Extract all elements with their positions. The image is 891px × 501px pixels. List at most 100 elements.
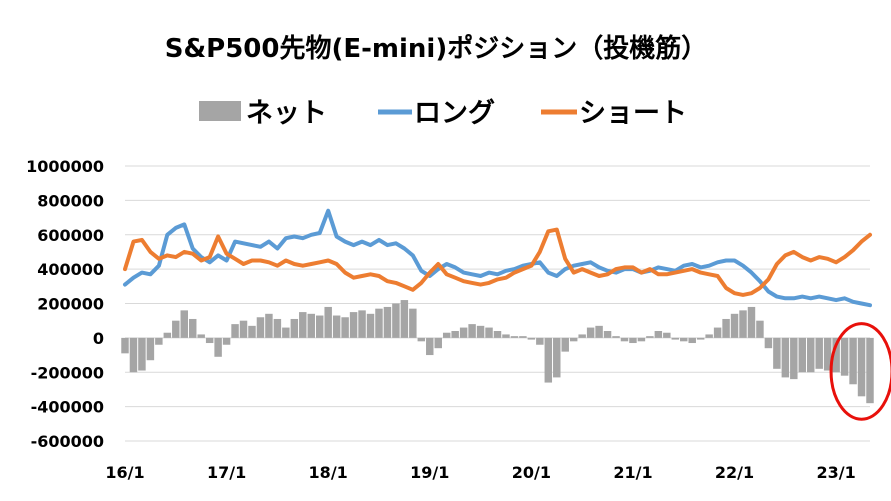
net-bar-51: [553, 337, 561, 378]
net-bar-5: [163, 332, 172, 338]
net-bar-55: [586, 327, 595, 338]
net-bar-6: [172, 320, 180, 338]
net-bar-84: [832, 337, 840, 373]
legend: ネット ロング ショート: [199, 97, 687, 129]
net-bar-25: [332, 315, 341, 338]
net-bar-18: [273, 318, 282, 338]
short-line: [123, 227, 872, 297]
y-tick-label-3: 400000: [37, 260, 104, 279]
net-bar-2: [138, 337, 146, 371]
net-bar-77: [773, 337, 781, 369]
series-lines: [123, 208, 872, 308]
net-bar-70: [713, 327, 722, 338]
net-bar-37: [434, 337, 442, 349]
net-bar-33: [400, 300, 409, 338]
net-bar-20: [290, 318, 299, 338]
net-bar-26: [341, 317, 349, 338]
chart-title: S&P500先物(E-mini)ポジション（投機筋）: [165, 33, 707, 64]
net-bar-65: [671, 337, 680, 340]
net-bar-38: [442, 332, 451, 338]
x-tick-label-6: 22/1: [715, 463, 754, 482]
y-tick-label-0: 1000000: [26, 157, 104, 176]
gridlines: [125, 165, 870, 442]
net-bar-21: [299, 312, 307, 338]
x-tick-label-4: 20/1: [512, 463, 551, 482]
net-bar-88: [866, 337, 874, 404]
net-bar-66: [680, 337, 688, 342]
y-tick-label-1: 800000: [37, 191, 104, 210]
net-bar-15: [248, 325, 256, 338]
y-tick-label-5: 0: [93, 329, 104, 348]
net-bar-7: [180, 310, 188, 338]
long-line: [123, 208, 872, 308]
net-bar-81: [807, 337, 815, 373]
x-tick-label-2: 18/1: [309, 463, 348, 482]
legend-label-long: ロング: [414, 97, 495, 129]
net-bar-24: [324, 306, 332, 338]
net-bar-58: [612, 336, 620, 338]
net-bar-40: [459, 327, 468, 338]
net-bar-44: [493, 331, 502, 338]
net-bar-74: [747, 306, 756, 338]
legend-label-short: ショート: [579, 98, 687, 129]
net-bar-69: [705, 334, 713, 338]
net-bar-78: [781, 337, 790, 378]
y-axis: 1000000 800000 600000 400000 200000 0 -200000 -…: [26, 157, 104, 451]
highlight-layer: [829, 322, 891, 421]
highlight-ellipse: [829, 322, 891, 421]
y-tick-label-2: 600000: [37, 226, 104, 245]
net-bar-82: [815, 337, 823, 369]
net-bar-73: [739, 310, 747, 338]
net-bar-14: [239, 320, 248, 338]
y-tick-label-6: -200000: [31, 363, 104, 382]
net-bar-31: [383, 306, 392, 338]
net-bar-9: [197, 334, 205, 338]
net-bar-71: [722, 318, 730, 338]
net-bar-32: [392, 303, 400, 338]
legend-label-net: ネット: [246, 98, 327, 129]
net-bar-67: [688, 337, 696, 344]
net-bar-3: [146, 337, 155, 361]
net-bar-56: [595, 325, 603, 338]
net-bar-4: [155, 337, 163, 345]
net-bar-47: [519, 336, 527, 338]
net-bar-79: [790, 337, 798, 380]
net-bar-29: [366, 313, 375, 338]
net-bar-28: [358, 310, 366, 338]
net-bar-16: [256, 317, 265, 338]
net-bar-87: [857, 337, 866, 397]
x-tick-label-0: 16/1: [105, 463, 144, 482]
net-bar-17: [265, 313, 273, 338]
y-tick-label-7: -400000: [31, 398, 104, 417]
net-bar-30: [375, 308, 383, 338]
x-tick-label-7: 23/1: [817, 463, 856, 482]
net-bar-39: [451, 331, 459, 338]
legend-swatch-net: [199, 101, 241, 121]
net-bar-72: [730, 313, 739, 338]
net-bar-46: [510, 336, 519, 338]
net-bar-59: [620, 337, 629, 342]
x-tick-label-5: 21/1: [613, 463, 652, 482]
net-bar-83: [823, 337, 832, 371]
net-bar-34: [409, 308, 417, 338]
net-bar-61: [637, 337, 646, 342]
net-bar-48: [527, 337, 536, 340]
net-bar-53: [569, 337, 578, 342]
net-bar-11: [214, 337, 222, 357]
net-bar-8: [188, 318, 197, 338]
net-bar-49: [536, 337, 544, 345]
x-axis: 16/1 17/1 18/1 19/1 20/1 21/1 22/1 23/1: [105, 463, 855, 482]
net-bar-75: [756, 320, 764, 338]
net-bar-54: [578, 334, 586, 338]
net-bar-76: [764, 337, 773, 349]
y-tick-label-4: 200000: [37, 295, 104, 314]
net-bar-86: [849, 337, 857, 385]
net-bar-85: [840, 337, 849, 376]
net-bar-63: [654, 331, 663, 338]
net-bar-19: [282, 327, 290, 338]
net-bar-68: [696, 337, 705, 340]
net-bar-64: [663, 332, 671, 338]
x-tick-label-1: 17/1: [207, 463, 246, 482]
